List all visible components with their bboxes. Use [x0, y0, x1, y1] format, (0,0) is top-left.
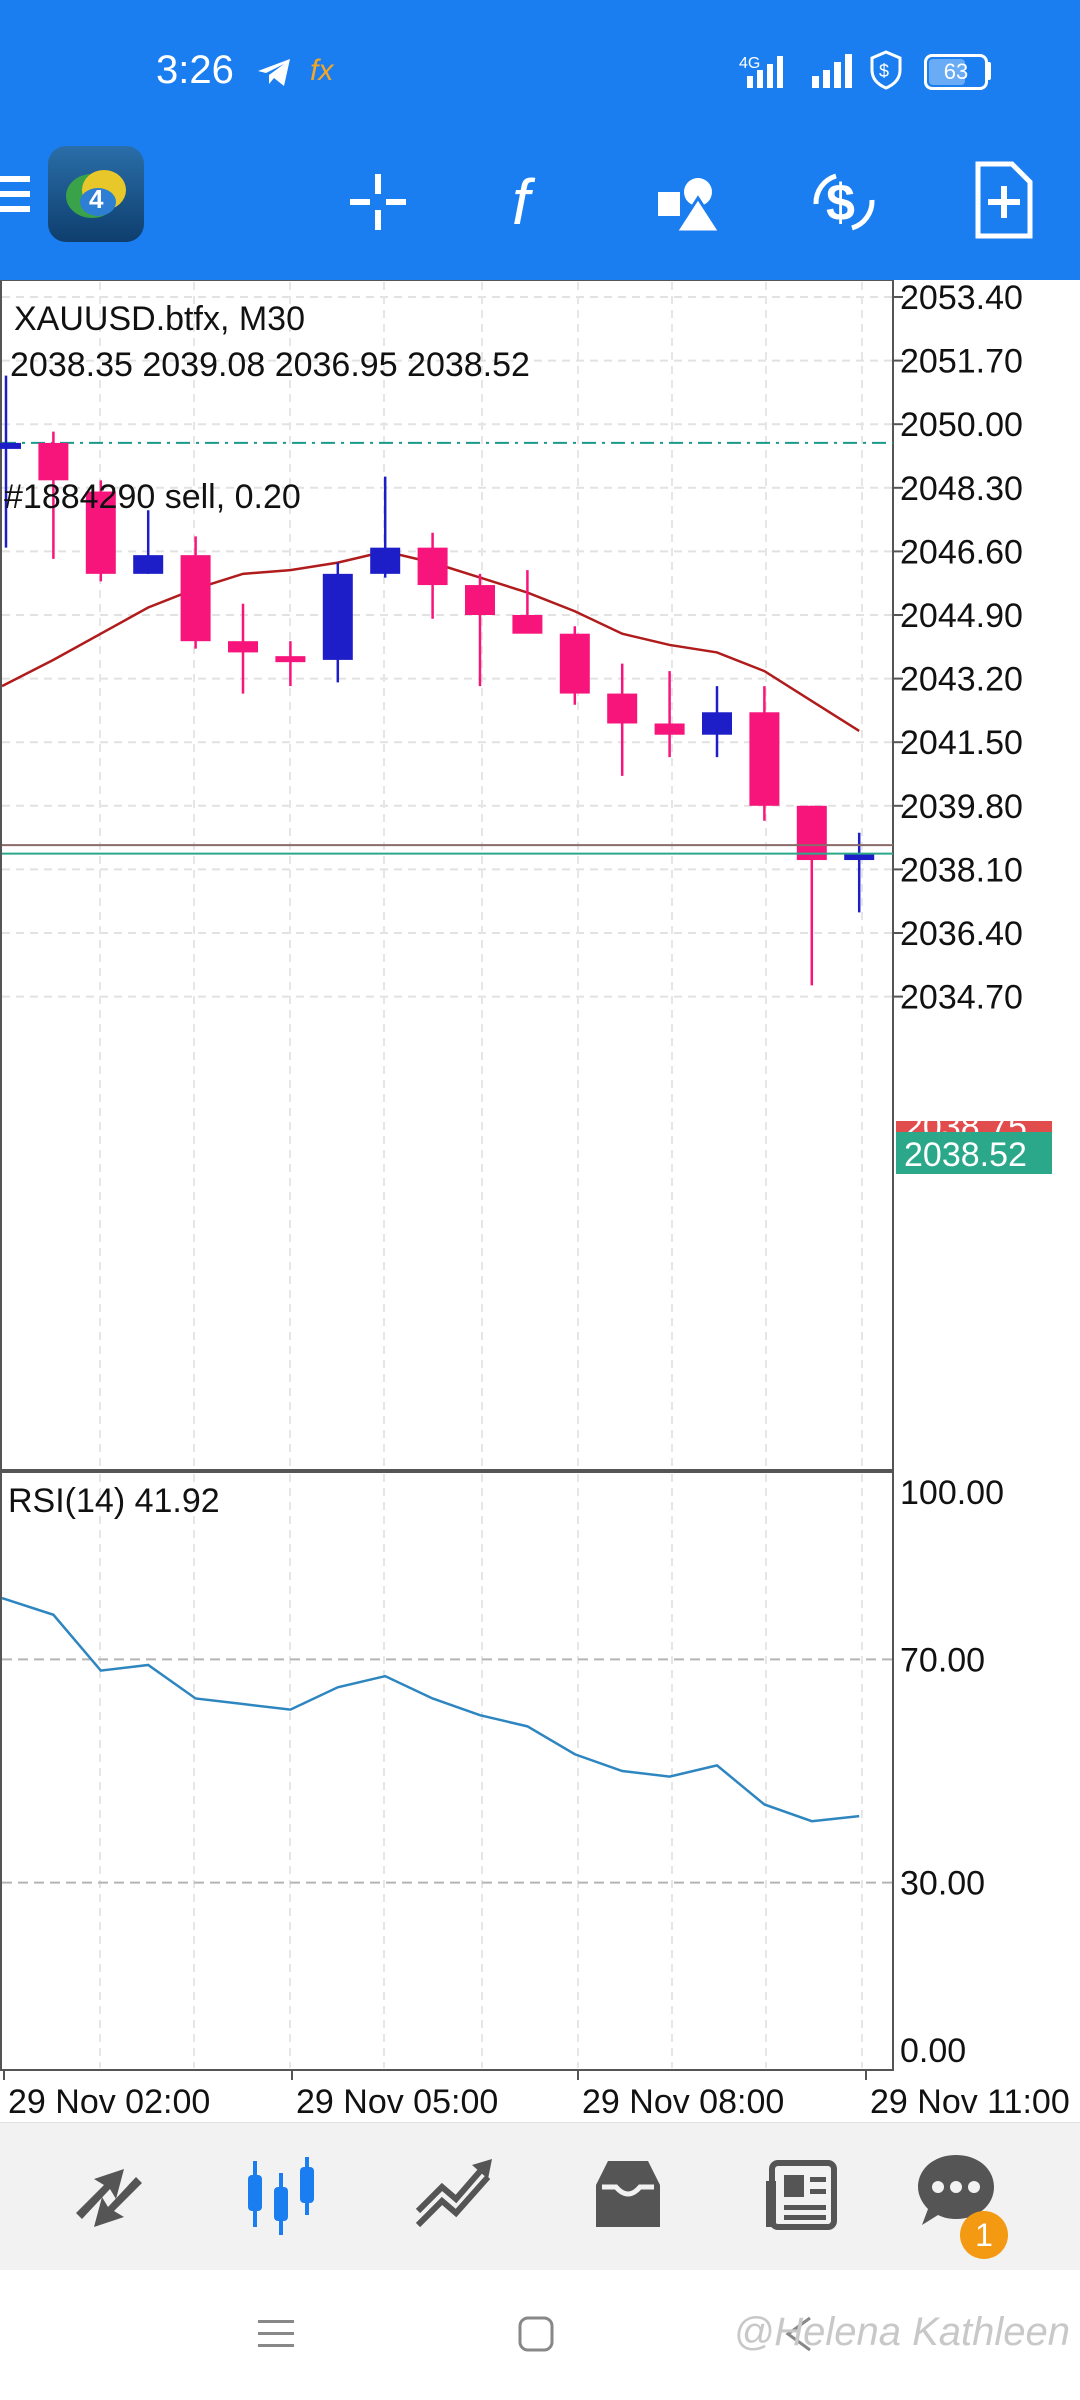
candles	[0, 375, 875, 986]
candle-body	[38, 442, 69, 481]
quotes-tab[interactable]	[68, 2157, 150, 2239]
rsi-pane	[0, 1471, 894, 2071]
candle-body	[844, 853, 875, 861]
rsi-tick-label: 100.00	[900, 1474, 1004, 1512]
bottom-navigation: 1	[0, 2122, 1080, 2271]
shield-icon: $	[870, 50, 902, 90]
battery-level: 63	[943, 59, 969, 84]
messages-tab[interactable]	[916, 2151, 1002, 2231]
time-axis: 29 Nov 02:00 29 Nov 05:00 29 Nov 08:00 29 N…	[3, 2070, 1070, 2121]
bid-tag	[896, 1132, 1052, 1174]
svg-text:f: f	[512, 166, 536, 238]
price-tick-label: 2046.60	[900, 533, 1023, 571]
candle-body	[559, 633, 590, 694]
price-tick-label: 2036.40	[900, 915, 1023, 953]
grid	[2, 282, 893, 2068]
recents-icon[interactable]	[256, 2314, 296, 2354]
rsi-label: RSI(14) 41.92	[8, 1482, 220, 1520]
price-tick-label: 2044.90	[900, 597, 1023, 635]
bid-tag-text: 2038.52	[904, 1136, 1027, 1174]
price-axis: 2053.40 2051.70 2050.00 2048.30 2046.60 2044.…	[893, 279, 1023, 2070]
price-lines	[2, 844, 893, 855]
watermark: @Helena Kathleen	[733, 2310, 1070, 2354]
trade-dollar-icon[interactable]: $	[806, 164, 882, 240]
candle-body	[180, 555, 211, 642]
candle-body	[654, 723, 685, 735]
svg-text:$: $	[879, 61, 889, 81]
battery-icon: 63	[924, 54, 988, 90]
battery-tip	[986, 62, 991, 80]
price-tick-label: 2053.40	[900, 280, 1023, 317]
candle-body	[370, 547, 401, 574]
mt4-logo-icon[interactable]: 4	[48, 146, 144, 242]
symbol-label: XAUUSD.btfx, M30	[14, 300, 305, 338]
telegram-icon	[258, 59, 290, 86]
time-tick-label: 29 Nov 02:00	[8, 2083, 210, 2121]
news-tab[interactable]	[762, 2155, 842, 2235]
chart-area[interactable]: 2053.40 2051.70 2050.00 2048.30 2046.60 2044.…	[0, 279, 1080, 2130]
price-pane	[0, 279, 894, 1471]
data-4g-icon: 4G	[739, 55, 783, 88]
candle-body	[85, 491, 116, 574]
price-tick-label: 2051.70	[900, 343, 1023, 381]
new-order-icon[interactable]	[974, 160, 1034, 240]
crosshair-icon[interactable]	[346, 170, 410, 234]
home-icon[interactable]	[516, 2314, 556, 2354]
status-bar: 3:26 fx 4G $ 63	[0, 0, 1080, 130]
chart-canvas[interactable]: 2053.40 2051.70 2050.00 2048.30 2046.60 2044.…	[0, 279, 1080, 2130]
rsi-tick-label: 70.00	[900, 1641, 985, 1679]
price-tick-label: 2034.70	[900, 979, 1023, 1017]
candle-body	[417, 547, 448, 586]
rsi-line	[1, 1596, 860, 1823]
order-label[interactable]: #1884290 sell, 0.20	[4, 478, 301, 516]
candle-body	[796, 805, 827, 861]
svg-text:4: 4	[89, 184, 104, 214]
objects-icon[interactable]	[656, 170, 722, 234]
candle-body	[512, 615, 543, 634]
candle-body	[322, 573, 353, 660]
svg-text:4G: 4G	[739, 55, 760, 72]
trade-tab[interactable]	[412, 2155, 496, 2239]
system-navigation	[0, 2270, 1080, 2400]
price-tick-label: 2039.80	[900, 788, 1023, 826]
status-time: 3:26	[156, 48, 234, 92]
indicators-f-icon[interactable]: f	[508, 166, 558, 238]
messages-badge: 1	[960, 2211, 1008, 2259]
price-tick-label: 2043.20	[900, 661, 1023, 699]
menu-icon[interactable]	[0, 172, 34, 218]
svg-text:$: $	[826, 174, 855, 232]
back-icon[interactable]	[780, 2314, 820, 2354]
price-tick-label: 2050.00	[900, 406, 1023, 444]
price-tick-label: 2038.10	[900, 851, 1023, 889]
candle-body	[133, 555, 164, 574]
price-tick-label: 2041.50	[900, 724, 1023, 762]
fx-icon: fx	[310, 54, 334, 87]
app-toolbar: 4 f $	[0, 130, 1080, 280]
rsi-tick-label: 0.00	[900, 2032, 966, 2070]
price-tick-label: 2048.30	[900, 470, 1023, 508]
candle-body	[465, 585, 495, 615]
svg-text:fx: fx	[310, 54, 334, 87]
candle-body	[0, 442, 21, 449]
signal-icon	[812, 54, 852, 88]
chart-tab[interactable]	[238, 2153, 324, 2239]
time-tick-label: 29 Nov 11:00	[870, 2083, 1070, 2121]
candle-body	[607, 693, 638, 724]
candle-body	[275, 656, 306, 663]
candle-body	[749, 712, 780, 806]
rsi-lines	[1, 1596, 893, 1884]
history-tab[interactable]	[588, 2155, 668, 2235]
candle-body	[702, 712, 732, 735]
time-tick-label: 29 Nov 08:00	[582, 2083, 784, 2121]
candle-body	[228, 641, 258, 653]
time-tick-label: 29 Nov 05:00	[296, 2083, 498, 2121]
ohlc-label: 2038.35 2039.08 2036.95 2038.52	[10, 346, 530, 384]
rsi-tick-label: 30.00	[900, 1865, 985, 1903]
